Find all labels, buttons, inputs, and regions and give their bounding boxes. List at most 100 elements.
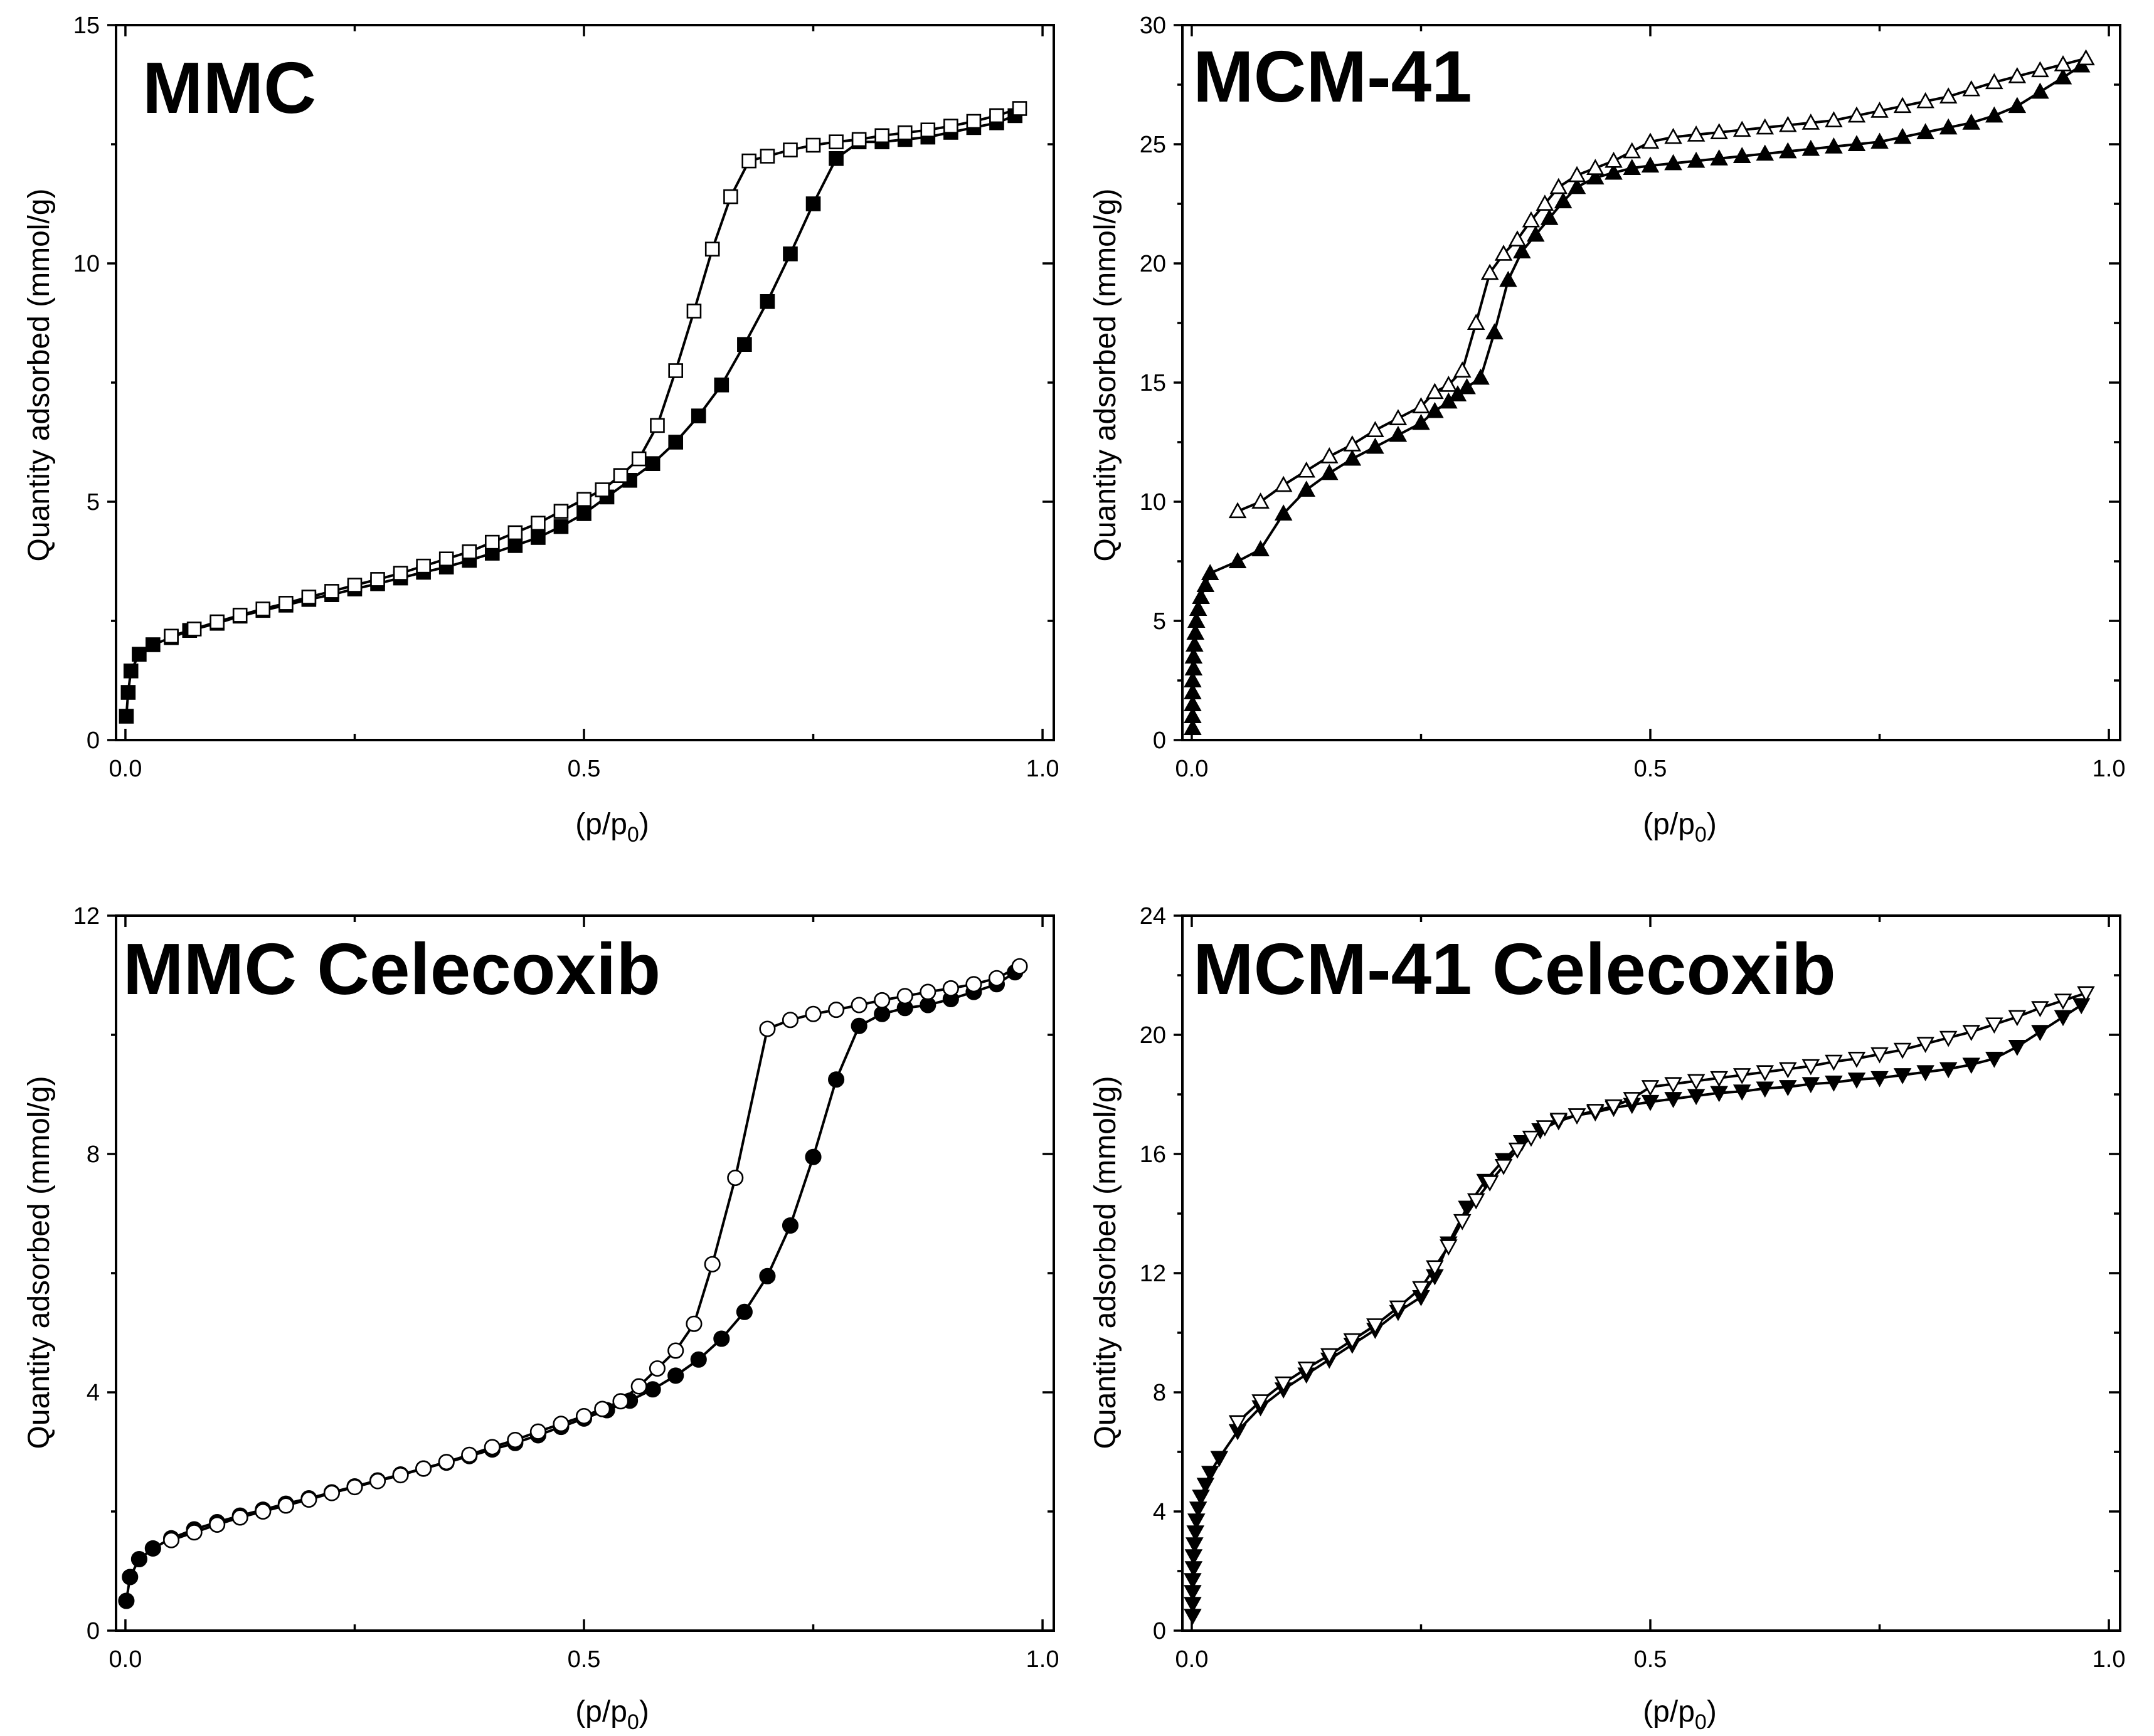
desorption-point [279, 596, 294, 611]
adsorption-point [1893, 127, 1912, 144]
desorption-point [1366, 421, 1384, 437]
desorption-point [630, 1378, 647, 1395]
adsorption-point [1732, 1084, 1751, 1101]
desorption-point [1605, 151, 1623, 168]
y-tick-label: 15 [1140, 370, 1166, 396]
y-tick-label: 30 [1140, 13, 1166, 39]
desorption-point [1251, 1394, 1270, 1411]
desorption-point [989, 108, 1004, 124]
adsorption-point [1343, 449, 1362, 466]
desorption-point [1412, 397, 1430, 413]
desorption-point [1011, 958, 1028, 975]
adsorption-point [1196, 576, 1215, 592]
desorption-point [415, 1460, 432, 1477]
adsorption-point [146, 637, 161, 652]
desorption-point [649, 1360, 666, 1377]
desorption-point [1494, 245, 1513, 261]
adsorption-point [1554, 192, 1573, 209]
desorption-point [704, 1256, 721, 1273]
desorption-point [1825, 111, 1843, 127]
desorption-point [277, 1497, 294, 1514]
adsorption-point [1586, 168, 1605, 185]
adsorption-point [1756, 144, 1775, 161]
desorption-point [727, 1169, 744, 1187]
adsorption-point [123, 664, 139, 679]
desorption-point [1467, 1193, 1485, 1210]
adsorption-point [118, 1592, 135, 1609]
adsorption-point [1641, 156, 1660, 173]
desorption-point [1916, 92, 1934, 109]
adsorption-point [737, 337, 752, 352]
desorption-point [595, 482, 610, 497]
adsorption-point [1985, 106, 2003, 123]
desorption-point [704, 241, 720, 257]
desorption-point [462, 544, 477, 559]
desorption-point [782, 1012, 799, 1029]
desorption-point [1549, 1113, 1568, 1130]
desorption-point [1825, 1054, 1843, 1071]
desorption-point [1274, 475, 1293, 492]
adsorption-point [1192, 588, 1210, 604]
desorption-point [1605, 1099, 1623, 1116]
adsorption-point [1801, 1077, 1820, 1094]
desorption-point [186, 622, 202, 637]
desorption-point [232, 608, 248, 623]
adsorption-point [1870, 1071, 1889, 1088]
adsorption-point [1687, 151, 1706, 168]
panel-mcm41: MCM-41 (p/p0) Quantity adsorbed (mmol/g)… [1089, 13, 2125, 847]
adsorption-point [1192, 1490, 1210, 1506]
adsorption-point [1412, 413, 1430, 430]
y-tick-label: 12 [73, 903, 100, 929]
adsorption-point [1526, 225, 1545, 242]
adsorption-point [1962, 1057, 1981, 1074]
y-axis-title: Quantity adsorbed (mmol/g) [1089, 189, 1122, 562]
desorption-point [300, 1491, 317, 1508]
desorption-point [650, 418, 665, 433]
desorption-point [2054, 993, 2072, 1010]
adsorption-point [1458, 378, 1476, 394]
y-tick-label: 25 [1140, 132, 1166, 158]
desorption-point [920, 983, 936, 1000]
adsorption-point [1184, 695, 1202, 711]
adsorption-point [713, 1330, 730, 1347]
y-tick-label: 0 [1153, 728, 1166, 754]
desorption-point [1228, 1415, 1247, 1432]
desorption-point [392, 1466, 409, 1484]
y-tick-label: 16 [1140, 1141, 1166, 1168]
desorption-point [1228, 502, 1247, 519]
desorption-point [1664, 1077, 1682, 1094]
desorption-point [484, 534, 500, 550]
desorption-point [1320, 1348, 1339, 1365]
adsorption-point [130, 1550, 147, 1568]
adsorption-point [1893, 1068, 1912, 1084]
adsorption-point [122, 1569, 139, 1585]
adsorption-point [760, 294, 775, 309]
desorption-point [1916, 1037, 1934, 1054]
adsorption-point [1847, 1072, 1866, 1089]
desorption-point [1440, 376, 1458, 392]
desorption-point [1586, 159, 1605, 175]
adsorption-point [829, 151, 844, 166]
desorption-point [760, 149, 775, 164]
adsorption-point [1916, 123, 1934, 139]
desorption-point [1494, 1159, 1513, 1175]
desorption-point [1893, 97, 1912, 114]
y-tick-label: 0 [87, 1618, 100, 1644]
adsorption-point [120, 685, 136, 700]
y-axis-title: Quantity adsorbed (mmol/g) [23, 1076, 56, 1449]
desorption-point [805, 1005, 822, 1022]
desorption-point [1962, 80, 1981, 97]
adsorption-point [1184, 707, 1202, 723]
adsorption-point [1201, 1466, 1219, 1483]
desorption-point [370, 572, 385, 587]
desorption-point [1522, 211, 1541, 228]
adsorption-point [1196, 1478, 1215, 1495]
desorption-point [1274, 1376, 1293, 1393]
adsorption-point [1184, 659, 1203, 675]
adsorption-point [1499, 270, 1517, 287]
desorption-point [966, 114, 982, 129]
desorption-point [1732, 120, 1751, 137]
desorption-point [686, 304, 702, 319]
data-layer [1184, 986, 2095, 1626]
adsorption-point [2008, 1040, 2027, 1056]
